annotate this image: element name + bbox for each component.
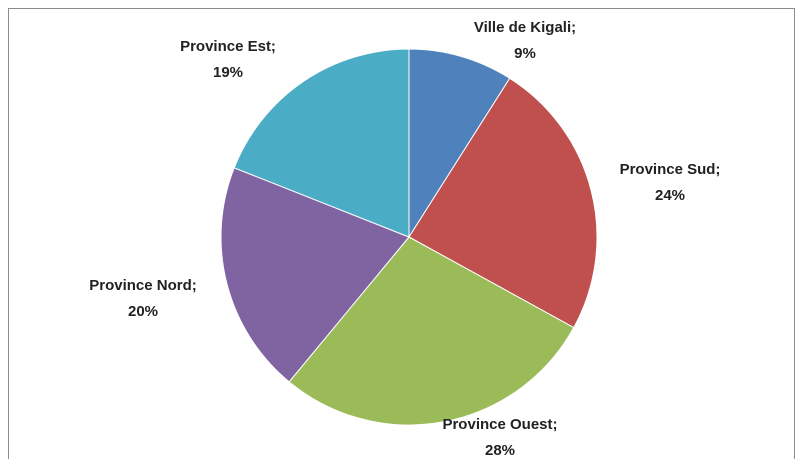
slice-label: Province Est;	[180, 38, 276, 55]
slice-value-label: 9%	[514, 45, 536, 62]
pie-slice	[408, 77, 598, 329]
pie-slice	[288, 236, 575, 426]
slice-label: Province Nord;	[89, 277, 197, 294]
slice-value-label: 20%	[128, 303, 158, 320]
pie-slice	[408, 48, 511, 239]
slice-value-label: 24%	[655, 187, 685, 204]
pie-slice	[220, 167, 410, 383]
slice-label: Province Ouest;	[442, 416, 557, 433]
slice-label: Province Sud;	[620, 161, 721, 178]
slice-label: Ville de Kigali;	[474, 19, 576, 36]
pie-slice	[233, 48, 410, 238]
slice-value-label: 19%	[213, 64, 243, 81]
slice-value-label: 28%	[485, 442, 515, 459]
